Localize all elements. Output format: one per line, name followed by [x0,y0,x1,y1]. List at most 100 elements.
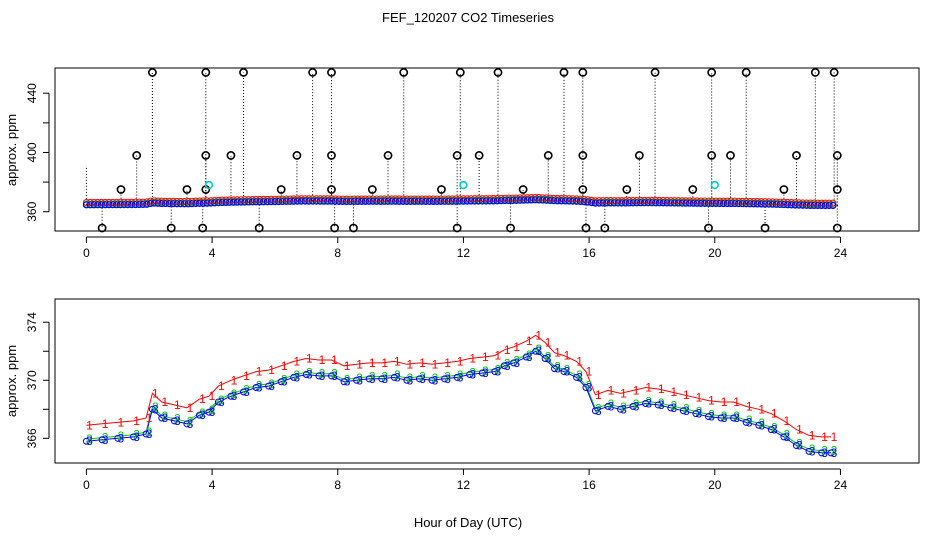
series-3-point [452,197,460,205]
series-1-label: 1 [231,373,238,387]
series-3-point [542,196,550,204]
series-3-point [158,199,166,208]
series-3-point [112,201,121,209]
series-3-point [776,200,784,209]
series-3-label: 3 [831,446,838,460]
raw-outlier-point [518,185,528,194]
top-plot-marks [82,68,842,233]
series-3-point [584,198,592,206]
series-3-point [522,353,530,361]
series-2-label: 2 [133,428,140,442]
series-2-label: 2 [407,371,414,385]
series-2-label: 2 [733,409,740,423]
series-3-point [644,199,652,207]
series-3-point [697,199,705,207]
series-2-label: 2 [369,370,376,384]
series-3-point [214,398,222,406]
series-3-point [761,200,769,208]
series-3-label: 3 [369,372,376,386]
series-2-label: 2 [721,409,728,423]
series-2-label: 2 [161,409,168,423]
raw-outlier-point [832,223,842,233]
series-3-point [633,199,641,207]
series-3-point [787,201,796,209]
x-tick-label: 4 [209,246,216,260]
y-tick-label: 440 [25,83,39,103]
series-2-label: 2 [809,442,816,456]
series-3-label: 3 [535,344,542,358]
series-3-label: 3 [645,396,652,410]
series-3-label: 3 [394,370,401,384]
series-3-point [825,201,833,210]
series-3-point [373,197,381,205]
series-2-label: 2 [432,371,439,385]
series-3-point [440,197,449,205]
series-3-point [780,433,788,441]
x-tick-label: 16 [582,478,596,492]
series-3-label: 3 [187,417,194,431]
series-3-label: 3 [633,399,640,413]
series-3-point [730,414,738,422]
series-2-label: 2 [595,402,602,416]
series-1-label: 1 [146,411,153,425]
series-3-point [297,197,305,205]
raw-outlier-point [779,185,789,194]
series-1-label: 1 [595,388,602,402]
raw-outlier-point [452,223,462,233]
series-3-point [640,199,649,207]
series-3-point [327,197,336,205]
series-3-label: 3 [174,414,181,428]
series-3-label: 3 [696,407,703,421]
series-3-point [82,201,91,209]
series-2-line [86,348,831,452]
y-tick-label: 360 [25,201,39,221]
series-3-point [339,197,347,206]
raw-outlier-point [399,68,409,77]
series-3-point [331,197,339,205]
series-3-point [682,199,690,207]
series-3-point [170,417,178,425]
series-2-label: 2 [174,412,181,426]
series-3-point [158,414,166,422]
series-1-label: 1 [432,357,439,371]
series-1-label: 1 [86,418,93,432]
series-2-label: 2 [306,365,313,379]
series-3-point [742,200,750,208]
series-3-label: 3 [432,373,439,387]
series-2-label: 2 [243,383,250,397]
series-3-point [173,200,181,208]
series-2-label: 2 [444,370,451,384]
raw-outlier-point [276,185,286,194]
raw-outlier-point [726,151,735,160]
series-3-label: 3 [595,404,602,418]
raw-outlier-point [239,68,248,77]
series-3-point [591,407,599,415]
series-1-label: 1 [356,357,363,371]
series-3-point [459,197,468,205]
series-3-point [708,199,716,208]
series-3-point [719,199,728,208]
series-3-point [142,430,150,438]
series-3-point [541,355,549,363]
series-3-label: 3 [796,439,803,453]
series-3-point [550,197,558,205]
series-3-point [478,369,486,377]
series-3-point [384,197,392,205]
series-3-point [678,199,686,207]
series-3-point [486,197,494,205]
series-3-label: 3 [504,359,511,373]
series-1-label: 1 [306,352,313,366]
series-3-point [399,197,407,205]
raw-outlier-point [581,223,591,233]
series-2-label: 2 [331,367,338,381]
series-3-point [560,368,568,376]
series-3-point [704,413,712,421]
series-3-point [806,201,814,210]
series-3-label: 3 [620,402,627,416]
series-3-label: 3 [758,418,765,432]
series-3-point [569,197,577,205]
series-2-label: 2 [146,425,153,439]
series-2-label: 2 [102,431,109,445]
series-3-point [500,362,508,370]
series-2-label: 2 [758,416,765,430]
